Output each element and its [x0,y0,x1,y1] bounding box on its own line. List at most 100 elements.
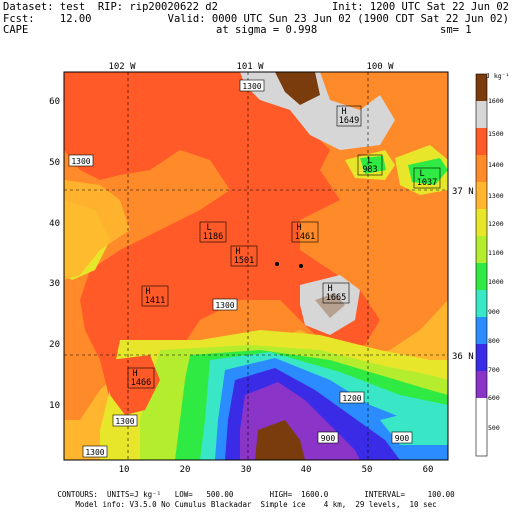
contour-label: 1200 [339,391,365,404]
legend-swatch [476,344,487,371]
x-tick-label: 30 [241,465,252,475]
extremum-type: H [341,107,346,117]
legend-swatch [476,182,487,209]
header-smoothing: sm= 1 [440,24,472,36]
lat-label: 37 N [452,187,474,197]
x-tick-label: 60 [423,465,434,475]
legend-swatch [476,290,487,317]
legend-swatch [476,236,487,263]
x-axis: 10 20 30 40 50 60 [119,465,434,475]
lat-labels: 37 N 36 N [452,187,474,362]
header-init: Init: 1200 UTC Sat 22 Jun 02 [331,1,509,13]
contour-label: 1300 [112,414,138,427]
header-valid: Valid: 0000 UTC Sun 23 Jun 02 (1900 CDT … [167,13,509,25]
legend-labels: J kg⁻¹ 1600 1500 1400 1300 1200 1100 100… [486,72,509,432]
extremum-value: 1411 [145,296,165,306]
plot-frame [63,71,449,461]
extremum-type: L [367,156,372,166]
low-marker: L 983 [357,154,383,176]
contour-label: 1300 [82,445,108,458]
y-tick-label: 20 [49,340,60,350]
legend-level: 1500 [488,130,504,138]
low-marker: L 1037 [413,167,441,189]
legend-swatch [476,101,487,128]
legend-level: 700 [488,366,500,374]
footer-model-info: Model info: V3.5.0 No Cumulus Blackadar … [75,500,437,509]
contour-label-text: 1300 [115,417,134,426]
extremum-type: H [296,223,301,233]
extremum-value: 1665 [326,293,346,303]
legend-colorbar [475,73,488,457]
lon-label: 101 W [236,62,264,72]
legend-swatch [476,398,487,456]
header-forecast: Fcst: 12.00 [3,13,92,25]
high-marker: H 1501 [230,245,258,267]
extremum-type: L [419,169,424,179]
contour-label-text: 1300 [242,82,261,91]
contour-label: 1300 [239,79,265,92]
legend-frame [475,73,488,457]
y-tick-label: 50 [49,158,60,168]
high-marker: H 1665 [322,282,350,304]
contour-label-text: 900 [321,434,336,443]
legend-level: 1300 [488,192,504,200]
legend-level: 1200 [488,220,504,228]
extremum-value: 1466 [131,378,151,388]
extremum-type: H [145,287,150,297]
legend-level: 900 [488,308,500,316]
legend-level: 800 [488,337,500,345]
extremum-value: 1649 [339,116,359,126]
station-dots [275,262,303,268]
high-marker: H 1461 [291,221,319,243]
contour-label: 900 [391,431,413,444]
high-marker: H 1649 [336,105,362,127]
contour-label-text: 1300 [215,301,234,310]
extremum-type: H [327,284,332,294]
station-dot [299,264,303,268]
x-tick-label: 40 [301,465,312,475]
legend-level: 1600 [488,97,504,105]
y-tick-label: 10 [49,401,60,411]
extremum-type: H [235,247,240,257]
x-tick-label: 20 [180,465,191,475]
extremum-value: 1037 [417,178,437,188]
extremum-type: H [132,369,137,379]
contour-label-text: 1300 [85,448,104,457]
extremum-value: 1461 [295,232,315,242]
header-field-name: CAPE [3,24,29,36]
legend-swatch [476,209,487,236]
contour-label: 1300 [68,154,94,167]
contour-label-text: 1200 [342,394,361,403]
contour-label-text: 1300 [71,157,90,166]
y-axis: 10 20 30 40 50 60 [49,97,60,411]
lon-label: 100 W [366,62,394,72]
legend-level: 1400 [488,161,504,169]
contour-label-text: 900 [395,434,410,443]
legend-unit: J kg⁻¹ [486,72,509,80]
low-marker: L 1186 [199,221,227,243]
legend-level: 600 [488,394,500,402]
extremum-value: 1186 [203,232,223,242]
lon-labels: 102 W 101 W 100 W [108,62,394,72]
high-marker: H 1411 [141,285,169,307]
lon-label: 102 W [108,62,136,72]
legend-swatch [476,128,487,155]
legend-level: 500 [488,424,500,432]
header-dataset: Dataset: test RIP: rip20020622 d2 [3,1,218,13]
extremum-value: 1501 [234,256,254,266]
x-tick-label: 50 [362,465,373,475]
y-tick-label: 40 [49,219,60,229]
high-marker: H 1466 [127,367,155,389]
y-tick-label: 30 [49,279,60,289]
extrema-markers: H 1649 L 983 L 1037 L 1186 H 1461 H 1501 [127,105,441,389]
x-tick-label: 10 [119,465,130,475]
footer-contours: CONTOURS: UNITS=J kg⁻¹ LOW= 500.00 HIGH=… [57,490,455,499]
y-tick-label: 60 [49,97,60,107]
header-level: at sigma = 0.998 [216,24,318,36]
station-dot [275,262,279,266]
extremum-type: L [206,223,211,233]
legend-swatch [476,155,487,182]
contour-label: 1300 [212,298,238,311]
extremum-value: 983 [362,165,377,175]
